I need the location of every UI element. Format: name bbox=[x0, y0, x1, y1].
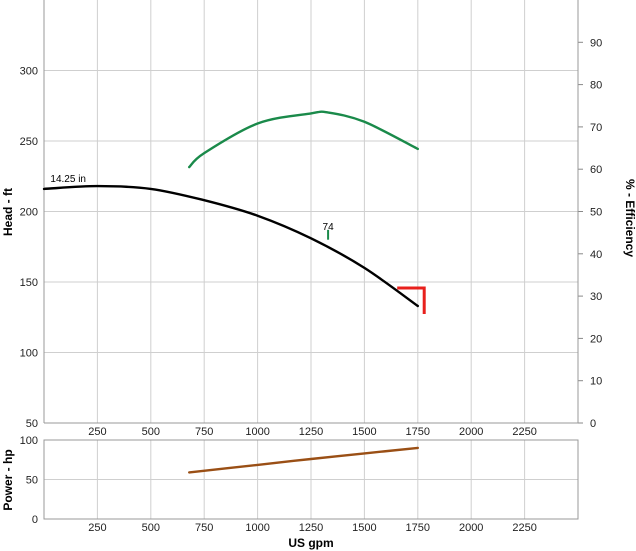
annotations: 14.25 in 74 bbox=[50, 174, 426, 315]
efficiency-tick-label: 80 bbox=[590, 80, 602, 92]
power-x-tick-label: 2250 bbox=[512, 522, 536, 534]
head-y-tick-label: 300 bbox=[20, 66, 38, 78]
head-axis-title: Head - ft bbox=[1, 188, 15, 236]
head-x-tick-label: 1500 bbox=[352, 426, 376, 438]
power-x-tick-label: 250 bbox=[88, 522, 106, 534]
power-x-tick-label: 750 bbox=[195, 522, 213, 534]
power-x-tick-label: 1750 bbox=[406, 522, 430, 534]
head-x-tick-label: 750 bbox=[195, 426, 213, 438]
efficiency-tick-label: 70 bbox=[590, 122, 602, 134]
efficiency-tick-label: 0 bbox=[590, 418, 596, 430]
head-x-tick-label: 500 bbox=[142, 426, 160, 438]
power-panel-frame bbox=[43, 439, 579, 520]
head-panel-grid bbox=[44, 0, 583, 424]
efficiency-tick-label: 20 bbox=[590, 333, 602, 345]
head-y-tick-label: 50 bbox=[26, 418, 38, 430]
head-curve bbox=[42, 184, 419, 308]
efficiency-curve bbox=[188, 110, 419, 169]
head-y-tick-label: 150 bbox=[20, 277, 38, 289]
power-curve bbox=[188, 446, 419, 474]
data-series bbox=[42, 110, 419, 474]
head-x-tick-label: 1000 bbox=[245, 426, 269, 438]
head-x-tick-label: 2250 bbox=[512, 426, 536, 438]
head-x-tick-label: 250 bbox=[88, 426, 106, 438]
power-x-tick-label: 500 bbox=[142, 522, 160, 534]
operating-point-marker bbox=[397, 286, 426, 315]
power-y-tick-label: 50 bbox=[26, 475, 38, 487]
efficiency-axis-title: % - Efficiency bbox=[623, 179, 636, 257]
efficiency-tick-label: 10 bbox=[590, 376, 602, 388]
head-y-tick-label: 250 bbox=[20, 136, 38, 148]
head-x-tick-label: 2000 bbox=[459, 426, 483, 438]
power-x-tick-label: 1000 bbox=[245, 522, 269, 534]
efficiency-tick-label: 40 bbox=[590, 249, 602, 261]
power-x-tick-label: 1500 bbox=[352, 522, 376, 534]
head-x-tick-label: 1750 bbox=[406, 426, 430, 438]
efficiency-tick-label: 90 bbox=[590, 37, 602, 49]
power-y-tick-label: 100 bbox=[20, 435, 38, 447]
power-axis-title: Power - hp bbox=[1, 449, 15, 510]
impeller-diameter-label: 14.25 in bbox=[50, 174, 86, 185]
power-x-tick-label: 2000 bbox=[459, 522, 483, 534]
power-x-tick-label: 1250 bbox=[299, 522, 323, 534]
efficiency-tick-label: 50 bbox=[590, 207, 602, 219]
efficiency-label: 74 bbox=[323, 222, 335, 233]
efficiency-tick-label: 30 bbox=[590, 291, 602, 303]
efficiency-tick-label: 60 bbox=[590, 164, 602, 176]
power-panel-grid bbox=[44, 439, 578, 520]
power-y-tick-label: 0 bbox=[32, 514, 38, 526]
panel-frames bbox=[43, 0, 579, 520]
flow-axis-title: US gpm bbox=[288, 536, 333, 550]
head-x-tick-label: 1250 bbox=[299, 426, 323, 438]
head-y-tick-label: 200 bbox=[20, 207, 38, 219]
head-y-tick-label: 100 bbox=[20, 348, 38, 360]
tick-labels: 250 500 750 1000 1250 1500 1750 2000 22505010015… bbox=[20, 37, 603, 534]
